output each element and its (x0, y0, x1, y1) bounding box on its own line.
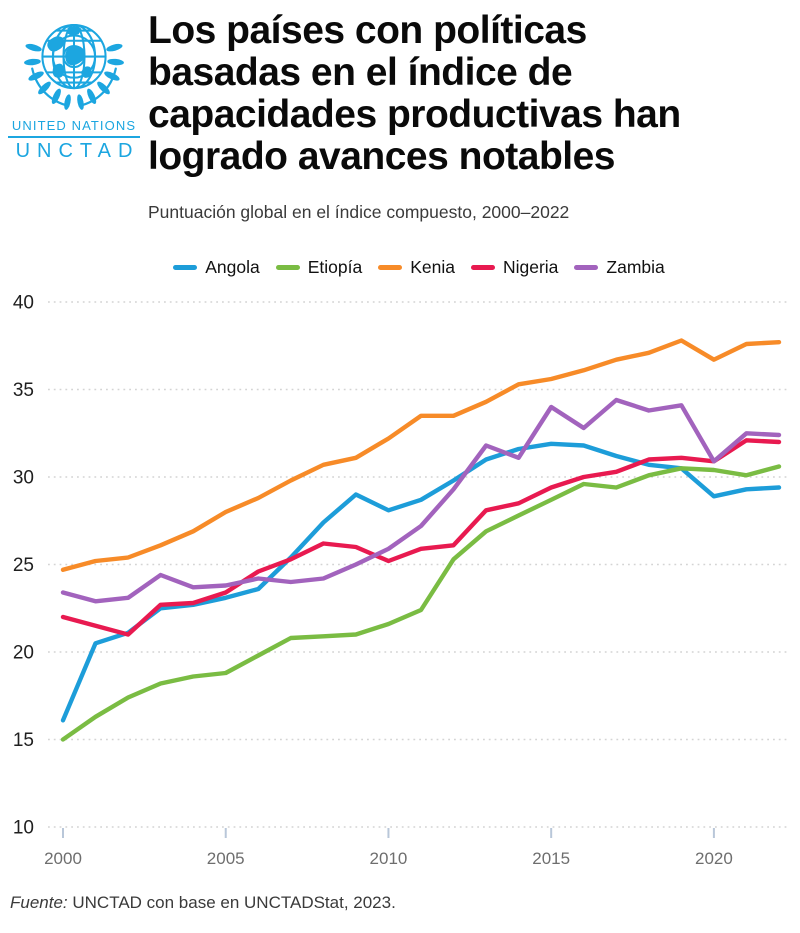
series-line-Nigeria (60, 438, 782, 637)
y-tick-label-15: 15 (13, 730, 34, 751)
unctad-logo: UNITED NATIONS UNCTAD (8, 12, 140, 163)
legend-swatch-icon-Nigeria (470, 264, 495, 271)
x-tick-label-2010: 2010 (370, 849, 408, 868)
y-tick-label-35: 35 (13, 380, 34, 401)
series-line-Etiopía (60, 464, 782, 742)
source-prefix: Fuente: (10, 893, 68, 912)
x-tick-label-2000: 2000 (44, 849, 82, 868)
logo-divider (8, 136, 140, 138)
logo-agency-text: UNCTAD (15, 140, 140, 162)
legend-swatch-icon-Etiopía (275, 264, 300, 271)
y-tick-label-40: 40 (13, 293, 34, 314)
y-tick-label-30: 30 (13, 468, 34, 489)
series-line-Kenia (60, 338, 782, 572)
legend-item-Etiopía: Etiopía (275, 257, 363, 278)
legend-item-Zambia: Zambia (574, 257, 665, 278)
legend-label-Etiopía: Etiopía (307, 257, 363, 277)
legend-item-Angola: Angola (173, 257, 260, 278)
chart-legend: Angola Etiopía Kenia Nigeria Zambia (48, 257, 790, 278)
x-tick-label-2015: 2015 (532, 849, 570, 868)
y-tick-label-20: 20 (13, 643, 34, 664)
chart-subtitle: Puntuación global en el índice compuesto… (148, 202, 570, 222)
page-title: Los países con políticas basadas en el í… (148, 9, 681, 178)
source-text: UNCTAD con base en UNCTADStat, 2023. (67, 893, 396, 912)
legend-item-Nigeria: Nigeria (470, 257, 559, 278)
series-line-Angola (60, 441, 782, 723)
un-emblem-icon (24, 23, 124, 110)
legend-swatch-icon-Kenia (378, 264, 403, 271)
legend-label-Nigeria: Nigeria (502, 257, 559, 277)
legend-swatch-icon-Angola (173, 264, 198, 271)
logo-org-text: UNITED NATIONS (11, 118, 137, 133)
y-tick-label-10: 10 (13, 818, 34, 839)
x-tick-label-2005: 2005 (207, 849, 245, 868)
legend-label-Kenia: Kenia (410, 257, 455, 277)
source-note: Fuente: UNCTAD con base en UNCTADStat, 2… (10, 893, 396, 913)
legend-swatch-icon-Zambia (574, 264, 599, 271)
legend-label-Angola: Angola (205, 257, 260, 277)
legend-label-Zambia: Zambia (606, 257, 665, 277)
x-tick-label-2020: 2020 (695, 849, 733, 868)
y-tick-label-25: 25 (13, 555, 34, 576)
legend-item-Kenia: Kenia (378, 257, 455, 278)
series-line-Zambia (60, 397, 782, 604)
